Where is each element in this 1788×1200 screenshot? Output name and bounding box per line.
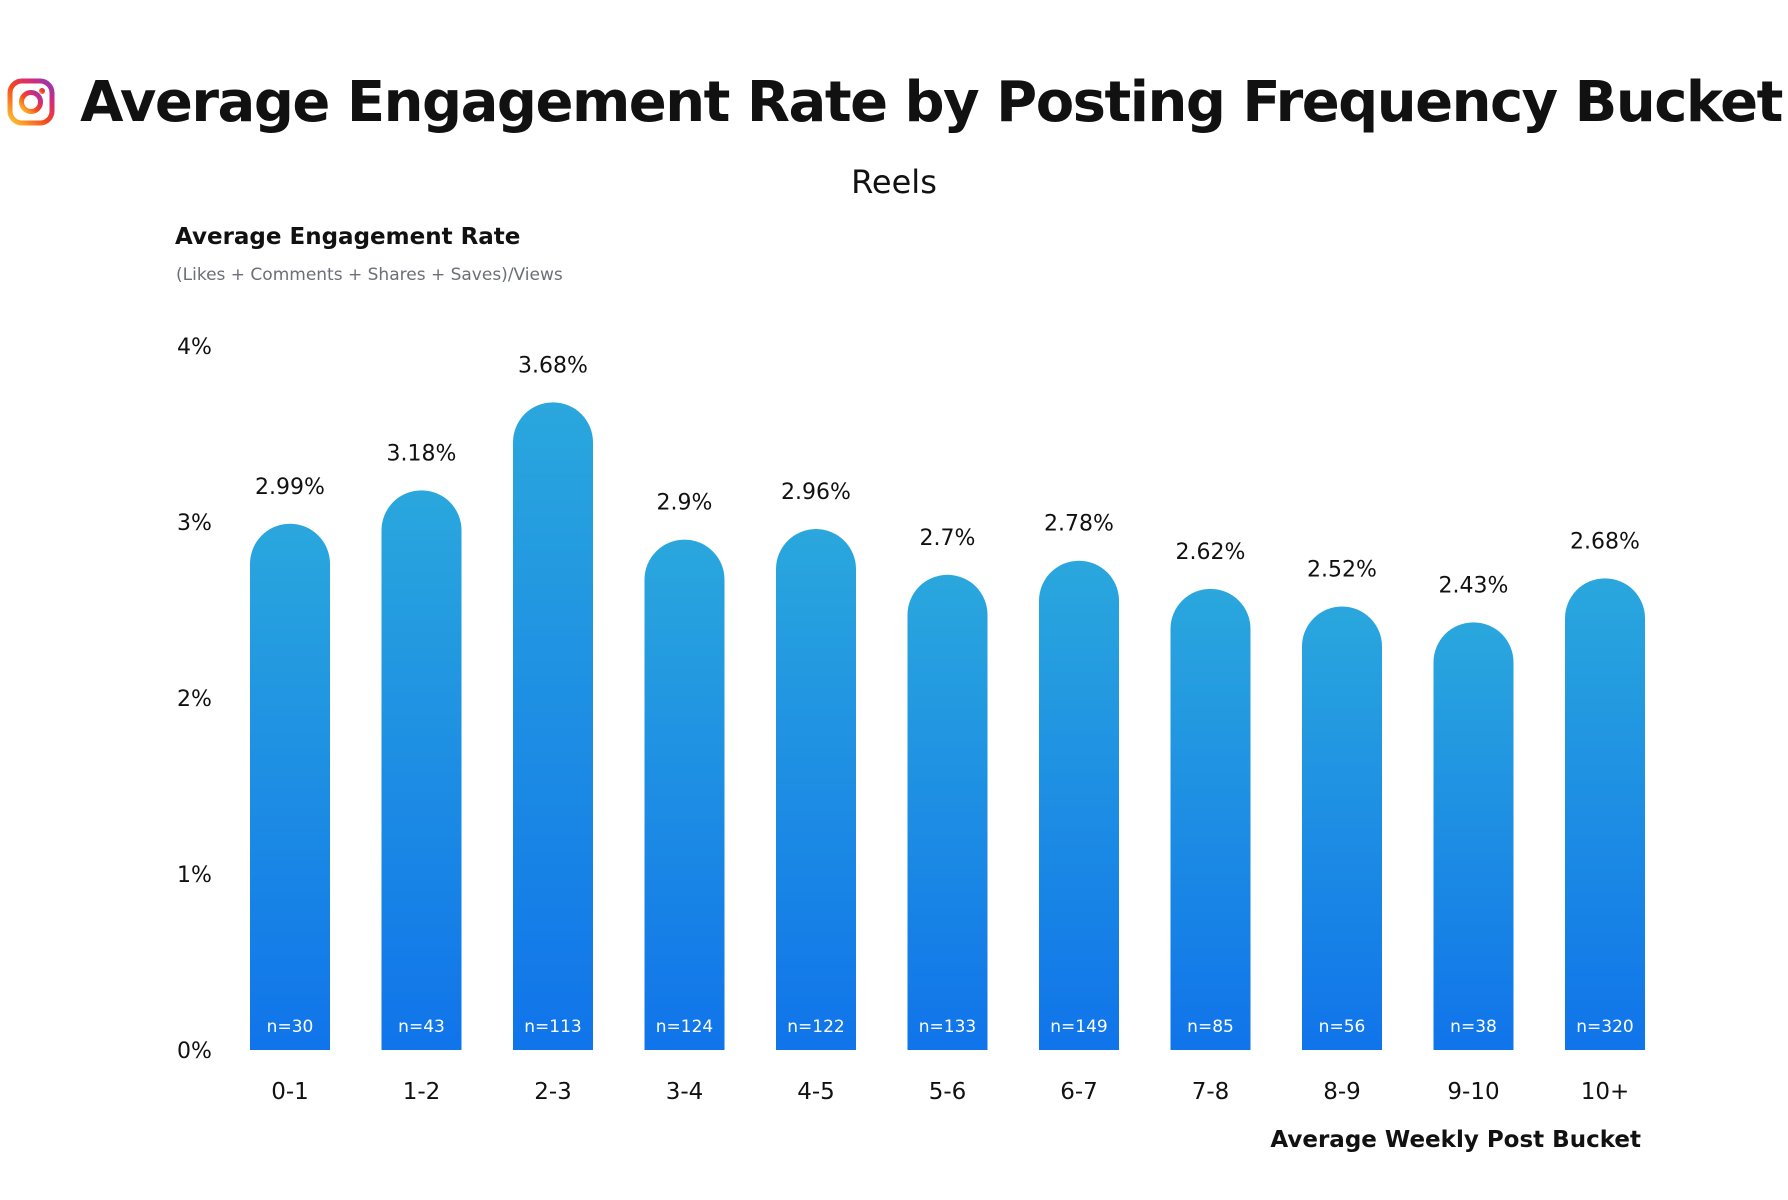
bar-value-label: 2.96%	[781, 480, 851, 505]
bar	[1302, 606, 1382, 1050]
y-axis-label: Average Engagement Rate	[175, 224, 521, 250]
y-axis-sublabel: (Likes + Comments + Shares + Saves)/View…	[176, 265, 563, 285]
bar	[907, 574, 988, 1050]
bar-sample-size-label: n=149	[1050, 1017, 1107, 1037]
y-tick-label: 1%	[177, 863, 212, 888]
bar	[381, 490, 462, 1050]
bar	[1433, 622, 1514, 1050]
bar-sample-size-label: n=113	[524, 1017, 581, 1037]
x-tick-label: 7-8	[1192, 1079, 1230, 1105]
bar-value-label: 2.62%	[1176, 540, 1246, 565]
bar-value-label: 2.99%	[255, 475, 325, 500]
x-tick-label: 2-3	[534, 1079, 572, 1105]
instagram-icon	[7, 78, 55, 126]
bar-value-label: 2.78%	[1044, 512, 1114, 537]
bar-sample-size-label: n=56	[1319, 1017, 1366, 1037]
bar-sample-size-label: n=85	[1187, 1017, 1234, 1037]
title-row: Average Engagement Rate by Posting Frequ…	[0, 62, 1788, 142]
y-tick-label: 3%	[177, 511, 212, 536]
x-tick-label: 10+	[1581, 1079, 1630, 1105]
bar	[1170, 588, 1251, 1050]
bar-sample-size-label: n=320	[1576, 1017, 1633, 1037]
y-tick-label: 0%	[177, 1039, 212, 1064]
bar-value-label: 2.43%	[1439, 573, 1509, 598]
bar-value-label: 3.68%	[518, 353, 588, 378]
bar	[513, 402, 593, 1050]
y-tick-label: 2%	[177, 687, 212, 712]
bar	[644, 539, 725, 1050]
y-tick-label: 4%	[177, 335, 212, 360]
x-tick-label: 9-10	[1447, 1079, 1499, 1105]
bar-sample-size-label: n=124	[656, 1017, 713, 1037]
bar-sample-size-label: n=43	[398, 1017, 445, 1037]
bar-value-label: 2.9%	[657, 491, 713, 516]
x-tick-label: 0-1	[271, 1079, 309, 1105]
x-tick-label: 6-7	[1060, 1079, 1098, 1105]
chart-title: Average Engagement Rate by Posting Frequ…	[80, 69, 1783, 135]
bar-value-label: 2.68%	[1570, 529, 1640, 554]
x-tick-label: 5-6	[929, 1079, 967, 1105]
x-tick-label: 1-2	[403, 1079, 441, 1105]
bar-sample-size-label: n=133	[919, 1017, 976, 1037]
bar	[776, 529, 856, 1050]
bar	[250, 523, 330, 1050]
x-tick-label: 3-4	[666, 1079, 704, 1105]
x-tick-label: 4-5	[797, 1079, 835, 1105]
bar	[1039, 560, 1119, 1050]
bar-sample-size-label: n=122	[787, 1017, 844, 1037]
bar-value-label: 3.18%	[387, 441, 457, 466]
bar-value-label: 2.52%	[1307, 557, 1377, 582]
bar	[1565, 578, 1645, 1050]
x-tick-label: 8-9	[1323, 1079, 1361, 1105]
x-axis-label: Average Weekly Post Bucket	[1270, 1127, 1641, 1153]
bar-value-label: 2.7%	[920, 526, 976, 551]
bar-sample-size-label: n=38	[1450, 1017, 1497, 1037]
bar-sample-size-label: n=30	[267, 1017, 314, 1037]
chart-subtitle: Reels	[851, 163, 937, 201]
